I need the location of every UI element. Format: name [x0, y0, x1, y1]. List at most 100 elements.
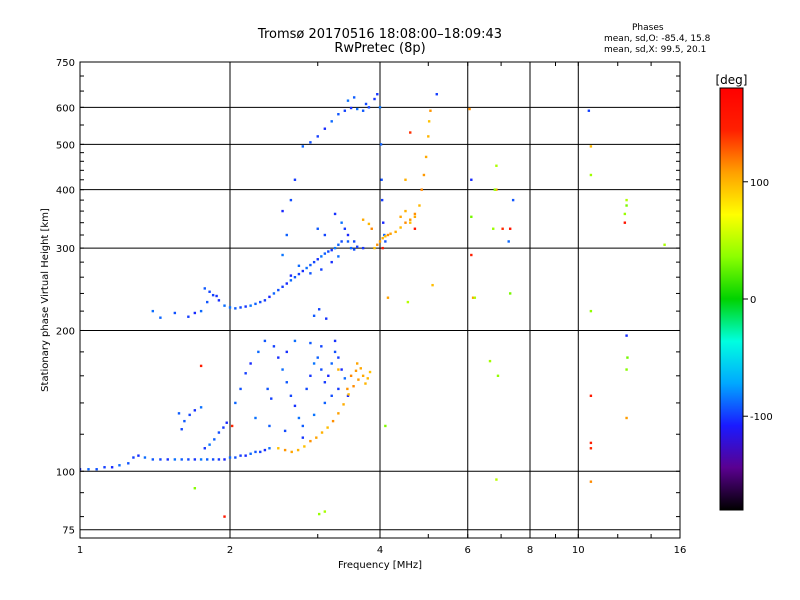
data-point — [349, 246, 353, 250]
plot-frame — [79, 61, 681, 539]
data-point — [418, 204, 421, 207]
data-point — [320, 268, 323, 271]
data-point — [424, 155, 428, 159]
data-point — [223, 515, 226, 518]
data-point — [234, 401, 237, 405]
data-point — [330, 362, 333, 365]
data-point — [199, 364, 203, 368]
data-point — [268, 424, 271, 428]
data-point — [320, 368, 323, 371]
data-point — [312, 314, 316, 317]
data-point — [208, 443, 211, 446]
data-point — [333, 246, 337, 250]
data-point — [316, 258, 319, 261]
data-point — [361, 374, 365, 378]
data-point — [383, 233, 386, 237]
data-point — [293, 178, 297, 181]
data-point — [346, 99, 350, 102]
data-point — [289, 274, 293, 277]
data-point — [368, 370, 372, 374]
data-point — [249, 304, 252, 307]
data-point — [317, 308, 321, 311]
data-point — [625, 416, 628, 420]
data-point — [272, 292, 276, 295]
data-point — [364, 102, 368, 106]
data-point — [384, 240, 387, 243]
data-point — [493, 188, 497, 191]
data-point — [309, 374, 312, 378]
data-point — [263, 448, 267, 452]
data-point — [211, 293, 215, 297]
data-point — [312, 260, 316, 264]
data-point — [277, 288, 280, 292]
data-point — [422, 173, 426, 177]
data-point — [429, 109, 432, 112]
data-point — [244, 372, 247, 375]
data-point — [340, 240, 343, 243]
data-point — [413, 212, 417, 216]
data-point — [249, 452, 252, 455]
data-point — [316, 135, 319, 138]
data-point — [199, 309, 203, 313]
data-point — [187, 315, 190, 318]
data-point — [409, 131, 412, 134]
data-point — [357, 378, 360, 381]
data-point — [337, 412, 340, 415]
data-point — [589, 394, 593, 398]
data-point — [471, 296, 475, 299]
data-point — [205, 300, 209, 304]
data-point — [361, 218, 365, 221]
data-point — [296, 448, 300, 452]
data-point — [143, 456, 147, 459]
data-point — [87, 468, 90, 471]
data-point — [293, 339, 297, 343]
data-point — [268, 447, 271, 450]
data-point — [325, 317, 328, 320]
data-point — [435, 93, 438, 96]
data-point — [389, 232, 392, 235]
data-point — [323, 381, 327, 384]
data-point — [589, 145, 593, 148]
data-point — [431, 283, 434, 287]
data-point — [303, 445, 306, 448]
colorbar — [719, 87, 744, 511]
data-point — [327, 250, 330, 253]
data-point — [333, 212, 337, 216]
data-point — [501, 227, 504, 230]
x-tick-label: 2 — [227, 545, 233, 556]
data-point — [259, 450, 262, 454]
data-point — [427, 135, 430, 138]
data-point — [625, 368, 628, 371]
data-point — [495, 188, 498, 191]
data-point — [330, 248, 333, 252]
y-tick-label: 100 — [56, 467, 75, 478]
data-point — [343, 227, 347, 230]
data-point — [413, 215, 417, 219]
data-point — [367, 222, 371, 226]
data-point — [217, 299, 221, 302]
data-point — [352, 240, 356, 243]
data-point — [132, 456, 135, 459]
y-tick-label: 400 — [56, 186, 75, 197]
data-point — [337, 368, 340, 371]
data-point — [386, 233, 390, 237]
data-point — [309, 263, 312, 267]
data-point — [337, 387, 340, 391]
data-point — [378, 106, 382, 109]
data-point — [394, 230, 397, 234]
data-point — [323, 233, 327, 237]
colorbar-unit-label: [deg] — [716, 73, 748, 87]
data-point — [359, 367, 362, 370]
data-point — [244, 305, 247, 308]
x-tick-label: 4 — [377, 545, 383, 556]
data-point — [95, 468, 98, 471]
data-point — [239, 454, 242, 457]
data-point — [289, 279, 293, 282]
data-point — [290, 450, 293, 454]
data-point — [309, 141, 312, 144]
data-point — [323, 510, 327, 513]
data-point — [215, 294, 218, 298]
data-point — [254, 416, 257, 420]
data-point — [254, 302, 257, 306]
